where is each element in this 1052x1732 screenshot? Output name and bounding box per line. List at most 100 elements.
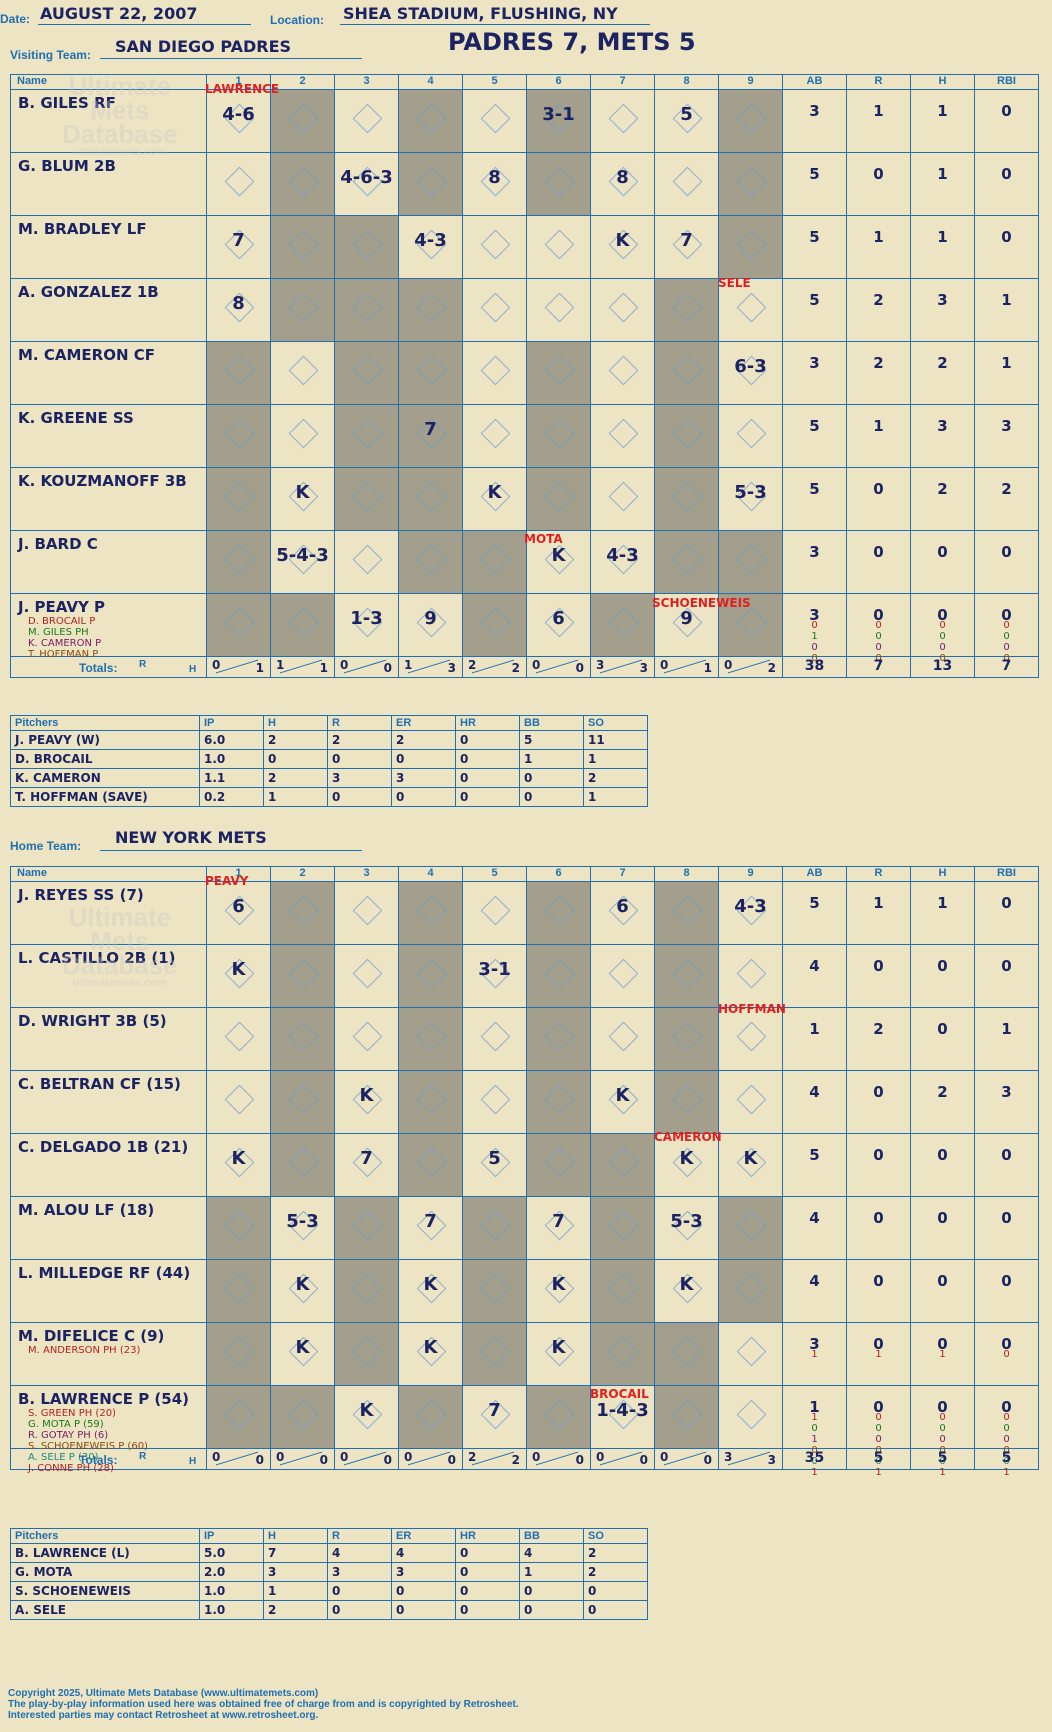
play-mark: 1-3 — [350, 608, 383, 629]
inning-cell — [270, 404, 335, 468]
stat-h-cell: 0 — [910, 1196, 975, 1260]
batter-name-cell: J. REYES SS (7) — [10, 881, 207, 945]
inning-runs: 2 — [468, 1450, 477, 1464]
pitcher-stat: 3 — [327, 768, 392, 788]
inning-cell: 7 — [334, 1133, 399, 1197]
inning-cell — [334, 1322, 399, 1386]
inning-cell: 7 — [398, 404, 463, 468]
sub-h-value: 0 — [939, 631, 946, 642]
watermark-line: Ultimate — [68, 71, 172, 101]
batter-row: D. WRIGHT 3B (5) 1 2 0 1 — [10, 1007, 1039, 1071]
stat-ab-value: 5 — [809, 165, 820, 183]
pitching-grid: Pitchers IP H R ER HR BB SO B. LAWRENCE (L) 5.0 7 4… — [10, 1528, 648, 1620]
note-lawrence: LAWRENCE — [205, 82, 280, 96]
slash-divider — [535, 659, 579, 674]
play-mark: K — [295, 1274, 310, 1295]
pitcher-name: K. CAMERON — [10, 768, 200, 788]
visitors-pitching-table: Pitchers IP H R ER HR BB SO J. PEAVY (W) 6.0 2 2 2 0 5… — [10, 715, 648, 807]
inning-cell — [654, 404, 719, 468]
batter-row: A. GONZALEZ 1B 8 5 2 3 1 — [10, 278, 1039, 342]
inning-runs: 0 — [596, 1450, 605, 1464]
inning-cell — [526, 278, 591, 342]
batter-name-cell: A. GONZALEZ 1B — [10, 278, 207, 342]
column-header: AB — [782, 866, 847, 882]
pitcher-stat: 0 — [519, 1581, 584, 1601]
watermark-line: Ultimate — [68, 902, 172, 932]
inning-cell: K — [270, 467, 335, 531]
inning-hits: 1 — [255, 661, 264, 675]
slash-divider — [279, 659, 323, 674]
batter-name-cell: M. CAMERON CF — [10, 341, 207, 405]
scorecard-grid: Name 1 2 3 4 5 6 7 8 9 AB R H RBI J. REYES SS (7) 6 6 4-3… — [10, 866, 1039, 1478]
diamond-icon — [352, 544, 383, 575]
batter-row: C. DELGADO 1B (21) K 7 5 K K 5 0 0 0 — [10, 1133, 1039, 1197]
inning-cell — [526, 215, 591, 279]
play-mark: K — [295, 1337, 310, 1358]
pitching-column-header: SO — [583, 715, 648, 731]
diamond-icon — [608, 1021, 639, 1052]
stat-h-cell: 0 — [910, 1133, 975, 1197]
diamond-icon — [608, 292, 639, 323]
inning-cell: K — [526, 1322, 591, 1386]
play-mark: K — [231, 959, 246, 980]
diamond-icon — [672, 481, 703, 512]
play-mark: K — [743, 1148, 758, 1169]
inning-cell — [526, 881, 591, 945]
diamond-icon — [480, 292, 511, 323]
inning-cell — [590, 1196, 655, 1260]
column-header: 7 — [590, 866, 655, 882]
stat-ab-cell: 4 — [782, 1196, 847, 1260]
inning-cell — [270, 152, 335, 216]
pitcher-stat: 5.0 — [199, 1543, 264, 1563]
inning-cell — [526, 1070, 591, 1134]
diamond-icon — [544, 355, 575, 386]
play-mark: K — [551, 1274, 566, 1295]
diamond-icon — [288, 958, 319, 989]
inning-cell — [718, 1385, 783, 1449]
stat-h-cell: 1 — [910, 215, 975, 279]
stat-r-cell: 2 — [846, 341, 911, 405]
stat-ab-value: 4 — [809, 957, 820, 975]
diamond-icon — [736, 1021, 767, 1052]
sub-ab-value: 0 — [811, 1423, 818, 1434]
play-mark: 3-1 — [478, 959, 511, 980]
stat-h-value: 0 — [937, 543, 948, 561]
play-mark: K — [551, 1337, 566, 1358]
note-hoffman: HOFFMAN — [718, 1002, 786, 1016]
inning-cell — [270, 1070, 335, 1134]
inning-cell — [270, 1133, 335, 1197]
inning-cell — [206, 404, 271, 468]
inning-cell: 4-3 — [398, 215, 463, 279]
inning-cell — [398, 152, 463, 216]
batter-name: J. BARD C — [18, 535, 98, 553]
inning-cell — [526, 1133, 591, 1197]
stat-h-cell: 2 — [910, 1070, 975, 1134]
inning-cell — [654, 1385, 719, 1449]
inning-hits: 3 — [639, 661, 648, 675]
inning-cell — [398, 278, 463, 342]
inning-cell — [462, 1322, 527, 1386]
stat-h-cell: 0 — [910, 530, 975, 594]
stat-ab-cell: 4 — [782, 1259, 847, 1323]
play-mark: 8 — [616, 167, 629, 188]
inning-cell — [526, 1007, 591, 1071]
play-mark: K — [359, 1085, 374, 1106]
pitcher-name: A. SELE — [10, 1600, 200, 1620]
stat-ab-cell: 5 — [782, 467, 847, 531]
diamond-icon — [352, 1210, 383, 1241]
inning-cell — [334, 1007, 399, 1071]
stat-ab-cell: 3 — [782, 530, 847, 594]
stat-r-value: 0 — [873, 606, 884, 624]
stat-ab-cell: 5 — [782, 278, 847, 342]
stat-ab-value: 5 — [809, 894, 820, 912]
inning-cell — [334, 1259, 399, 1323]
stat-r-cell: 0 — [846, 1259, 911, 1323]
inning-cell — [654, 341, 719, 405]
play-mark: 6 — [232, 896, 245, 917]
watermark-logo-top: Ultimate Mets Database ultimatemets.com — [62, 71, 178, 158]
pitcher-stat: 0 — [455, 1600, 520, 1620]
inning-cell — [590, 278, 655, 342]
column-header: RBI — [974, 74, 1039, 90]
